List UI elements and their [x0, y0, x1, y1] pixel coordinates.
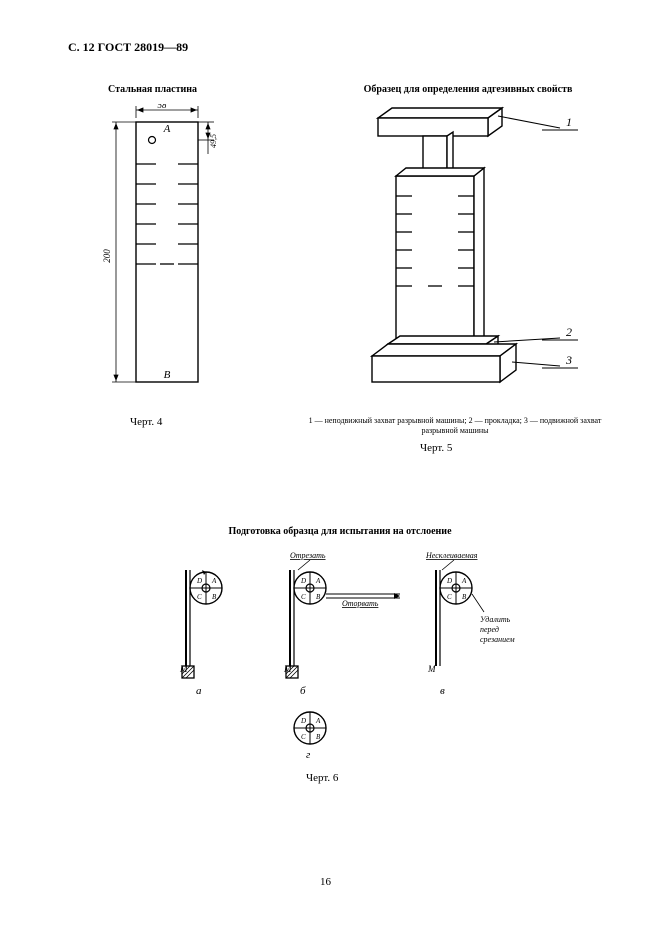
figure-4: 58 200 А 49 — [98, 104, 218, 404]
page-header: С. 12 ГОСТ 28019—89 — [68, 40, 188, 55]
fig4-dim-offset: 49,5 — [209, 134, 218, 148]
fig6-label-v: в — [440, 685, 445, 697]
fig6-udal: Удалить перед срезанием — [480, 615, 515, 644]
fig5-ref2: 2 — [566, 325, 572, 339]
figure-6: D A C B М а — [140, 548, 540, 768]
fig4-label-a: А — [163, 123, 171, 135]
page-number: 16 — [320, 876, 331, 888]
fig4-label-b: В — [164, 369, 171, 381]
fig6-m1: М — [179, 664, 188, 674]
fig6-label-a: а — [196, 685, 202, 697]
fig4-caption: Черт. 4 — [130, 416, 162, 428]
fig5-title: Образец для определения адгезивных свойс… — [318, 84, 618, 95]
fig5-ref1: 1 — [566, 115, 572, 129]
fig6-neskl: Несклеиваемая — [425, 551, 478, 560]
fig6-otorvat: Оторвать — [342, 599, 379, 608]
fig6-label-g: г — [306, 749, 311, 761]
figure-5: 1 — [338, 104, 598, 404]
fig4-dim-side: 200 — [102, 249, 112, 263]
fig6-caption: Черт. 6 — [306, 772, 338, 784]
fig6-otrezat: Отрезать — [290, 551, 326, 560]
fig5-ref3: 3 — [565, 353, 572, 367]
fig5-explanation: 1 — неподвижный захват разрывной машины;… — [290, 416, 620, 435]
fig4-title: Стальная пластина — [108, 84, 197, 95]
fig4-dim-top: 58 — [158, 104, 168, 110]
fig6-m3: М — [427, 664, 436, 674]
fig6-label-b: б — [300, 685, 306, 697]
fig6-title: Подготовка образца для испытания на отсл… — [150, 526, 530, 537]
fig6-m2: М — [283, 664, 292, 674]
fig5-caption: Черт. 5 — [420, 442, 452, 454]
